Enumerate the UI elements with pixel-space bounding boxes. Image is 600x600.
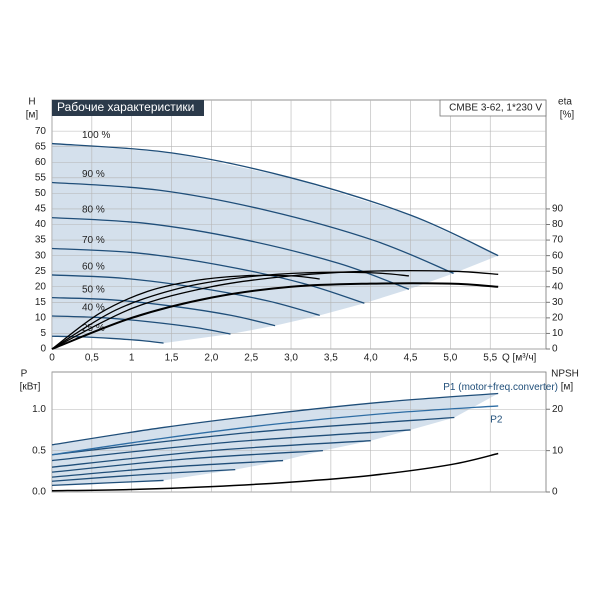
y-tick-label: 10: [35, 313, 47, 324]
y-tick-label: 40: [35, 219, 47, 230]
x-tick-label: 2,5: [244, 353, 258, 364]
x-tick-label: 3,5: [324, 353, 338, 364]
x-tick-label: 4,5: [404, 353, 418, 364]
x-tick-label: 0: [49, 353, 55, 364]
y-tick-label: 60: [35, 157, 47, 168]
y-tick-label: 70: [35, 126, 47, 137]
x-tick-label: 3,0: [284, 353, 298, 364]
x-tick-label: 2,0: [204, 353, 218, 364]
curve: [51, 274, 320, 317]
x-tick-label: 5,0: [443, 353, 457, 364]
x-tick-label: 5,5: [483, 353, 497, 364]
y2-axis-unit: [м]: [561, 382, 574, 393]
secondary-curve: [51, 282, 499, 350]
curve-label: 80 %: [82, 204, 105, 215]
secondary-curve: [51, 271, 410, 350]
y2-axis-label: NPSH: [551, 369, 579, 380]
curve: [51, 335, 164, 344]
y2-tick-label: 0: [552, 487, 558, 498]
y-axis-label: P: [21, 369, 28, 380]
y2-axis-label: eta: [558, 97, 572, 108]
curve: [51, 449, 323, 473]
y2-tick-label: 10: [552, 328, 564, 339]
y-tick-label: 25: [35, 266, 47, 277]
curve: [51, 469, 236, 482]
curve-label: 60 %: [82, 262, 105, 273]
y-tick-label: 35: [35, 235, 47, 246]
model-box: [439, 99, 547, 117]
curve: [51, 440, 371, 468]
x-axis-label: Q [м³/ч]: [502, 353, 537, 364]
curve: [51, 247, 365, 304]
y-tick-label: 15: [35, 297, 47, 308]
y-tick-label: 65: [35, 141, 47, 152]
y2-tick-label: 80: [552, 219, 564, 230]
curve: [51, 416, 455, 456]
y2-tick-label: 70: [552, 235, 564, 246]
y-tick-label: 20: [35, 281, 47, 292]
y-tick-label: 0.5: [32, 445, 46, 456]
y-tick-label: 50: [35, 188, 47, 199]
y-tick-label: 0: [40, 344, 46, 355]
secondary-curve: [51, 274, 320, 350]
y2-tick-label: 30: [552, 297, 564, 308]
curve-label: 70 %: [82, 235, 105, 246]
y-axis-unit: [м]: [26, 110, 39, 121]
curve: [51, 459, 284, 478]
y2-tick-label: 60: [552, 250, 564, 261]
curve: [51, 392, 499, 446]
secondary-curve: [51, 452, 499, 492]
y2-axis-unit: [%]: [560, 110, 575, 121]
y-tick-label: 0.0: [32, 487, 46, 498]
curve-label: P2: [490, 415, 503, 426]
y-tick-label: 1.0: [32, 404, 46, 415]
y-tick-label: 45: [35, 204, 47, 215]
curve: [51, 479, 164, 487]
y-axis-label: H: [28, 97, 35, 108]
x-tick-label: 1: [129, 353, 135, 364]
x-tick-label: 1,5: [165, 353, 179, 364]
x-tick-label: 4,0: [364, 353, 378, 364]
x-tick-label: 0,5: [85, 353, 99, 364]
y2-tick-label: 40: [552, 281, 564, 292]
y-tick-label: 30: [35, 250, 47, 261]
curve: [51, 429, 411, 462]
curve: [51, 405, 499, 456]
y2-tick-label: 10: [552, 445, 564, 456]
curve-label: 50 %: [82, 284, 105, 295]
model-label: CMBE 3-62, 1*230 V: [449, 103, 542, 114]
y2-tick-label: 20: [552, 313, 564, 324]
curve: [51, 315, 231, 335]
curve: [51, 217, 410, 290]
y-axis-unit: [кВт]: [20, 382, 41, 393]
y2-tick-label: 20: [552, 404, 564, 415]
title-bar: [52, 100, 204, 116]
y2-tick-label: 90: [552, 204, 564, 215]
operating-region: [52, 393, 499, 486]
y-tick-label: 5: [40, 328, 46, 339]
y2-tick-label: 50: [552, 266, 564, 277]
curve-label: 90 %: [82, 169, 105, 180]
chart-title: Рабочие характеристики: [57, 100, 194, 114]
curve-label: 40 %: [82, 303, 105, 314]
curve: [51, 181, 454, 274]
curve-label: 100 %: [82, 130, 110, 141]
curve-label: P1 (motor+freq.converter): [443, 382, 558, 393]
y2-tick-label: 0: [552, 344, 558, 355]
y-tick-label: 55: [35, 172, 47, 183]
curve-label: 25 %: [82, 323, 105, 334]
curve: [51, 142, 499, 257]
